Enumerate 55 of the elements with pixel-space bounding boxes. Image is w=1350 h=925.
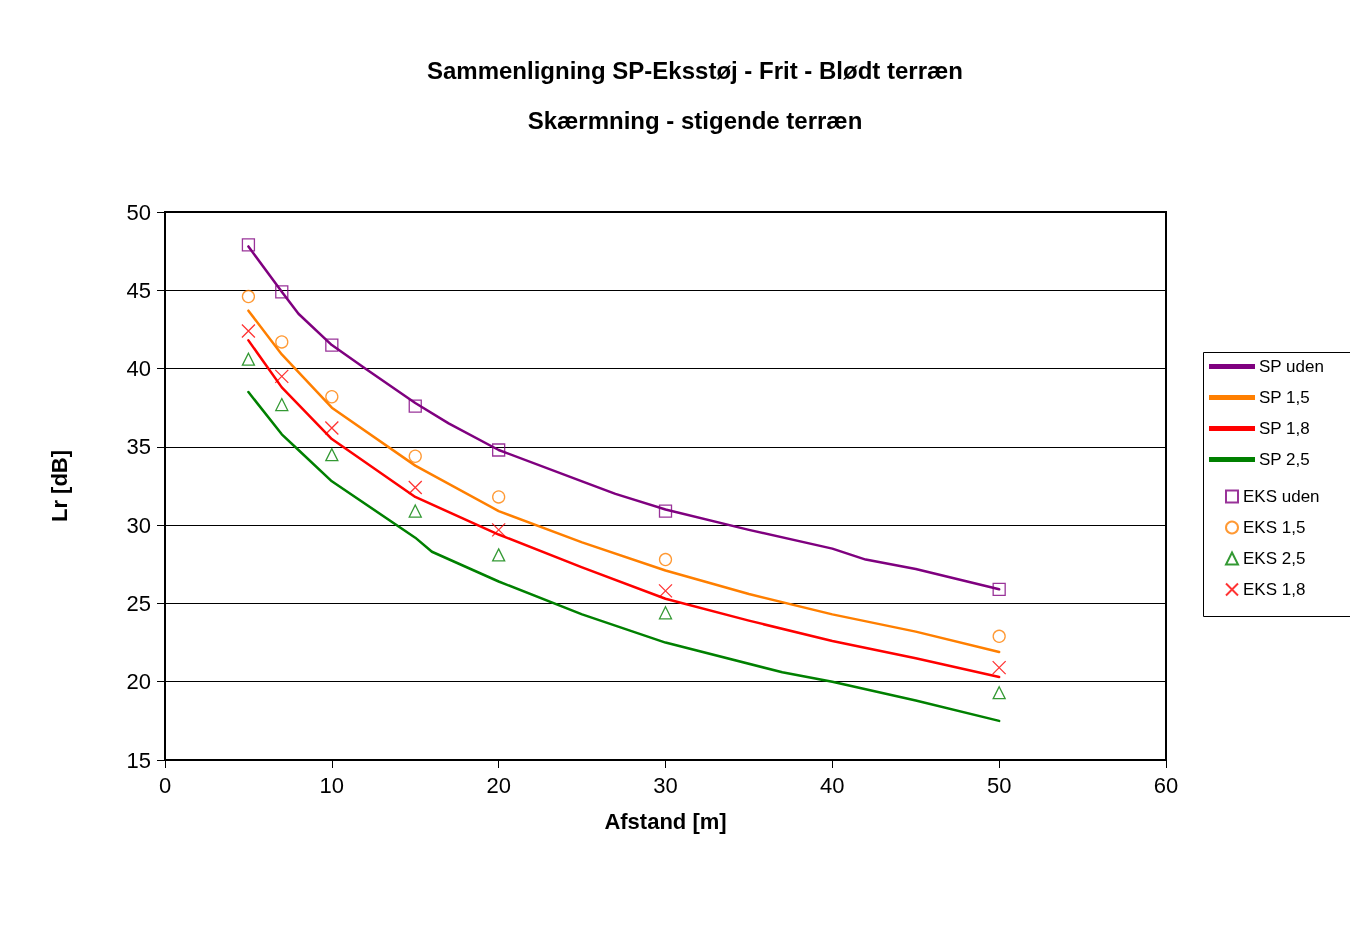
x-tick-label: 0 xyxy=(158,772,172,798)
point xyxy=(992,660,1007,675)
point xyxy=(241,238,256,252)
point xyxy=(408,399,422,413)
point xyxy=(658,504,673,518)
point xyxy=(325,338,339,352)
y-tick-label: 20 xyxy=(126,669,151,695)
point xyxy=(492,490,506,504)
x-tick-label: 20 xyxy=(486,772,511,798)
point xyxy=(275,335,289,349)
x-tick-label: 40 xyxy=(820,772,845,798)
legend-label: SP 2,5 xyxy=(1259,450,1310,469)
legend-label: EKS 1,5 xyxy=(1243,518,1306,537)
point xyxy=(324,420,339,436)
point xyxy=(241,323,256,339)
point xyxy=(275,285,289,299)
x-tick-label: 60 xyxy=(1153,772,1179,798)
y-tick-label: 50 xyxy=(126,199,151,225)
point xyxy=(241,352,256,366)
line-series xyxy=(247,390,1001,723)
x-tick-label: 10 xyxy=(319,772,345,798)
point xyxy=(274,369,289,384)
y-tick-label: 40 xyxy=(126,356,151,382)
y-tick-label: 45 xyxy=(126,277,151,303)
point xyxy=(492,548,506,562)
point xyxy=(408,504,422,518)
point xyxy=(992,629,1006,643)
chart-title: Sammenligning SP-Eksstøj - Frit - Blødt terræn Skærmning - stigende terræn xyxy=(426,56,964,134)
point xyxy=(992,582,1006,596)
legend-label: EKS 2,5 xyxy=(1243,549,1306,568)
x-axis-title: Afstand [m] xyxy=(604,808,727,834)
y-tick-label: 30 xyxy=(126,512,151,538)
legend-label: SP uden xyxy=(1259,357,1324,376)
x-tick-label: 30 xyxy=(653,772,678,798)
y-tick-label: 15 xyxy=(126,747,151,773)
point xyxy=(325,390,339,404)
point xyxy=(241,289,256,304)
y-tick-label: 25 xyxy=(126,590,151,616)
legend-label: EKS 1,8 xyxy=(1243,580,1306,599)
y-tick-label: 35 xyxy=(126,434,151,460)
point xyxy=(408,449,422,463)
point xyxy=(492,443,506,457)
point xyxy=(992,686,1006,700)
point xyxy=(658,583,673,599)
point xyxy=(408,480,423,495)
legend-label: EKS uden xyxy=(1243,487,1320,506)
legend-label: SP 1,8 xyxy=(1259,419,1310,438)
legend-label: SP 1,5 xyxy=(1259,388,1310,407)
y-axis-title: Lr [dB] xyxy=(46,449,72,523)
point xyxy=(658,552,673,567)
point xyxy=(658,606,673,620)
x-tick-label: 50 xyxy=(986,772,1012,798)
point xyxy=(275,397,289,412)
point xyxy=(325,448,339,462)
point xyxy=(491,522,506,537)
